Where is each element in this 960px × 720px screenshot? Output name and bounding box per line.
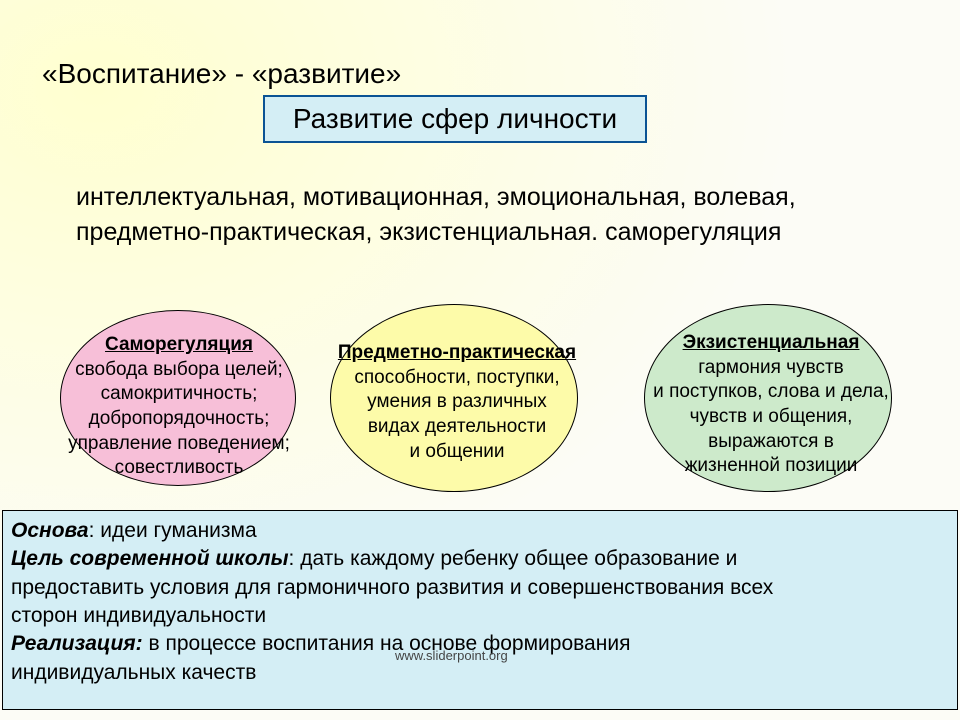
watermark-text: www.sliderpoint.org	[395, 648, 508, 663]
ellipse-existential-label: Экзистенциальная гармония чувстви поступ…	[642, 331, 900, 479]
ellipse-title: Предметно-практическая	[338, 342, 576, 363]
bottom-summary-box: Основа: идеи гуманизмаЦель современной ш…	[2, 510, 958, 710]
title-box-text: Развитие сфер личности	[293, 103, 617, 135]
ellipse-practical-label: Предметно-практическая способности, пост…	[318, 341, 596, 464]
body-paragraph: интеллектуальная, мотивационная, эмоцион…	[76, 180, 906, 250]
main-heading: «Воспитание» - «развитие»	[42, 58, 401, 90]
ellipse-title: Экзистенциальная	[683, 332, 860, 353]
title-box: Развитие сфер личности	[263, 95, 647, 143]
ellipse-lines: гармония чувстви поступков, слова и дела…	[653, 357, 889, 477]
ellipse-lines: свобода выбора целей;самокритичность;доб…	[68, 359, 290, 479]
ellipse-title: Саморегуляция	[105, 334, 253, 355]
ellipse-self-regulation-label: Саморегуляция свобода выбора целей;самок…	[56, 333, 302, 481]
ellipse-lines: способности, поступки,умения в различных…	[354, 367, 559, 462]
